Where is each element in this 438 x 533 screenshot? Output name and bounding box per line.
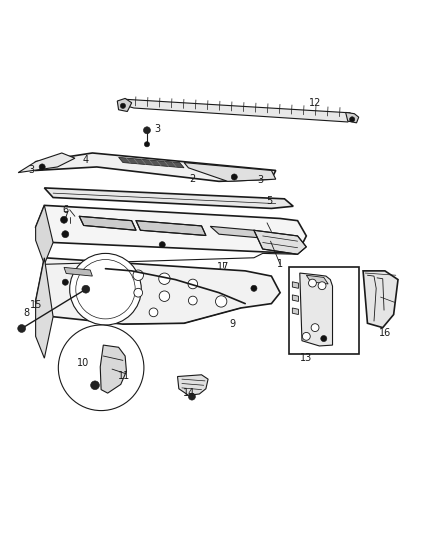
Polygon shape [79, 216, 136, 230]
Polygon shape [122, 99, 353, 122]
Polygon shape [119, 157, 184, 168]
Circle shape [302, 333, 310, 340]
Text: 15: 15 [30, 300, 42, 310]
Circle shape [58, 325, 144, 410]
Polygon shape [18, 153, 75, 173]
Text: 1: 1 [277, 260, 283, 269]
Circle shape [350, 117, 355, 122]
Circle shape [62, 231, 69, 238]
Circle shape [145, 142, 150, 147]
Text: 8: 8 [24, 308, 30, 318]
Text: 3: 3 [155, 124, 161, 134]
Circle shape [308, 279, 316, 287]
Polygon shape [35, 205, 306, 253]
Circle shape [188, 393, 195, 400]
Text: 11: 11 [118, 370, 130, 381]
Circle shape [76, 260, 135, 319]
Circle shape [311, 324, 319, 332]
Text: 3: 3 [258, 175, 264, 185]
Text: 3: 3 [28, 165, 34, 175]
Circle shape [159, 273, 170, 285]
Circle shape [82, 285, 90, 293]
Text: 2: 2 [190, 174, 196, 184]
Circle shape [149, 308, 158, 317]
Polygon shape [117, 99, 132, 111]
Polygon shape [292, 282, 298, 288]
Circle shape [321, 335, 327, 342]
Circle shape [231, 174, 237, 180]
Polygon shape [184, 163, 276, 181]
Polygon shape [289, 266, 359, 354]
Polygon shape [346, 112, 359, 123]
Circle shape [159, 241, 165, 248]
Circle shape [91, 381, 99, 390]
Circle shape [134, 288, 143, 297]
Polygon shape [35, 153, 276, 181]
Text: 5: 5 [266, 196, 272, 206]
Polygon shape [210, 227, 263, 238]
Polygon shape [44, 188, 293, 208]
Text: 9: 9 [229, 319, 235, 329]
Circle shape [144, 127, 150, 134]
Polygon shape [363, 271, 398, 328]
Polygon shape [100, 345, 127, 393]
Circle shape [188, 296, 197, 305]
Polygon shape [254, 230, 306, 254]
Text: 16: 16 [379, 328, 391, 338]
Text: 10: 10 [77, 358, 89, 368]
Polygon shape [35, 205, 53, 264]
Circle shape [318, 282, 326, 289]
Polygon shape [35, 258, 280, 324]
Circle shape [120, 103, 126, 108]
Text: 12: 12 [309, 98, 321, 108]
Text: 7: 7 [62, 211, 68, 221]
Circle shape [215, 296, 227, 307]
Circle shape [39, 164, 45, 170]
Polygon shape [292, 308, 298, 314]
Text: 13: 13 [300, 353, 312, 363]
Circle shape [159, 291, 170, 302]
Polygon shape [64, 268, 92, 276]
Circle shape [251, 285, 257, 292]
Circle shape [133, 270, 144, 280]
Polygon shape [177, 375, 208, 395]
Polygon shape [35, 258, 53, 358]
Circle shape [70, 253, 141, 325]
Text: 14: 14 [183, 388, 195, 398]
Text: 17: 17 [217, 262, 230, 271]
Circle shape [60, 216, 67, 223]
Polygon shape [306, 275, 328, 284]
Polygon shape [292, 295, 298, 302]
Polygon shape [300, 273, 332, 346]
Circle shape [188, 279, 198, 289]
Polygon shape [136, 221, 206, 236]
Text: 6: 6 [62, 205, 68, 215]
Circle shape [18, 325, 25, 333]
Circle shape [62, 279, 68, 285]
Text: 4: 4 [83, 155, 89, 165]
